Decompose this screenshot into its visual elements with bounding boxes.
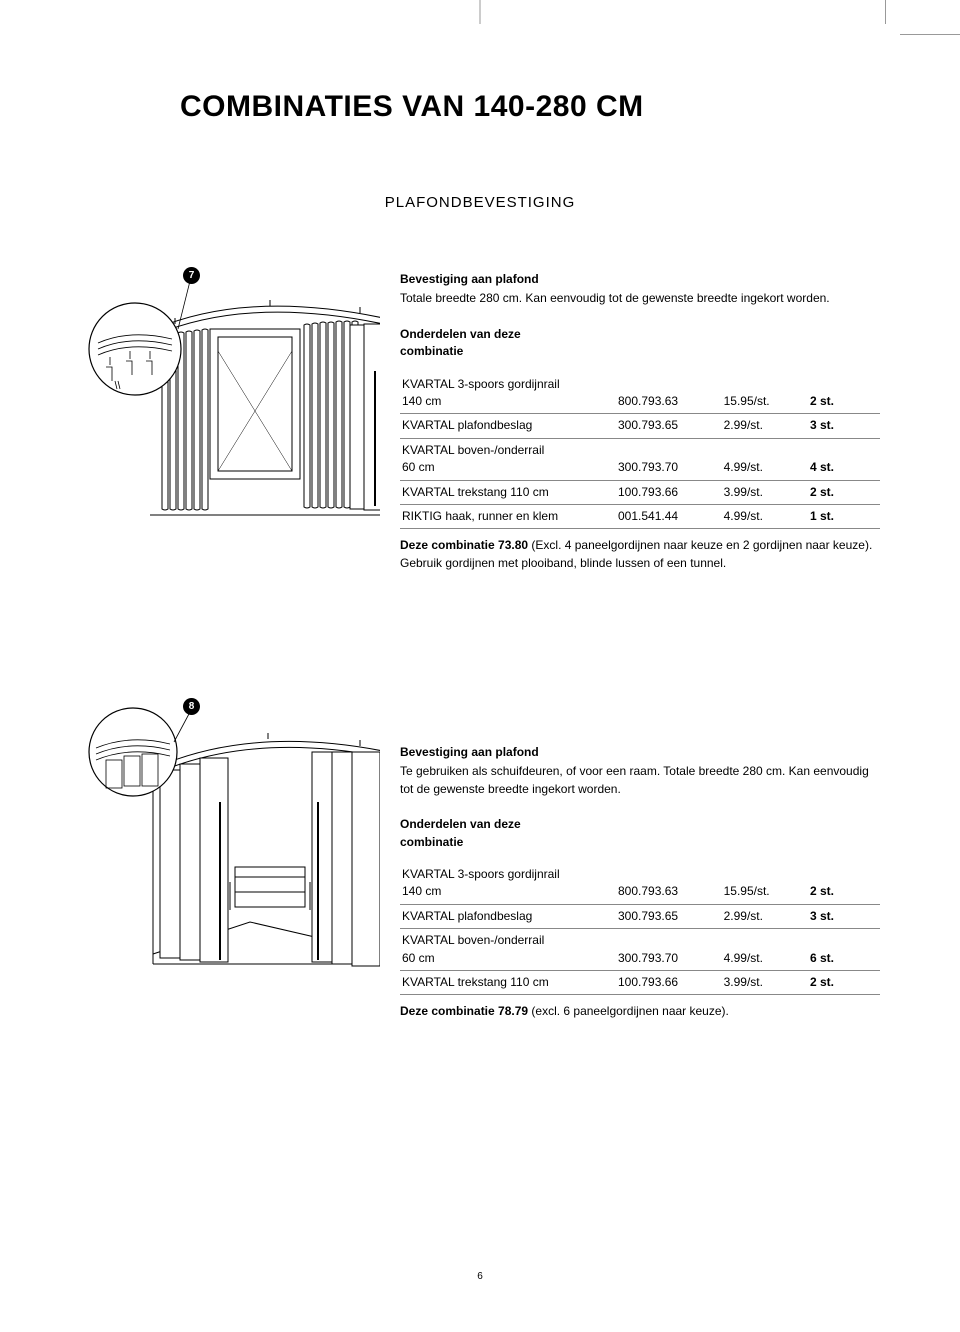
section-8-content: Bevestiging aan plafond Te gebruiken als… <box>400 702 880 1021</box>
section-8-desc-text: Te gebruiken als schuifdeuren, of voor e… <box>400 763 880 798</box>
table-row: KVARTAL trekstang 110 cm 100.793.66 3.99… <box>400 970 880 994</box>
section-7-summary: Deze combinatie 73.80 (Excl. 4 paneelgor… <box>400 537 880 572</box>
section-7-desc-text: Totale breedte 280 cm. Kan eenvoudig tot… <box>400 290 880 307</box>
section-8-image: 8 <box>80 702 380 982</box>
section-7-content: Bevestiging aan plafond Totale breedte 2… <box>400 271 880 572</box>
table-row: KVARTAL plafondbeslag 300.793.65 2.99/st… <box>400 904 880 928</box>
curtain-drawing-7 <box>80 271 380 551</box>
table-row: KVARTAL 3-spoors gordijnrail140 cm 800.7… <box>400 863 880 904</box>
section-7-desc-title: Bevestiging aan plafond <box>400 271 880 288</box>
section-8-parts-table: KVARTAL 3-spoors gordijnrail140 cm 800.7… <box>400 863 880 995</box>
badge-7: 7 <box>183 267 200 284</box>
crop-marks <box>0 0 960 40</box>
section-7-parts-table: KVARTAL 3-spoors gordijnrail140 cm 800.7… <box>400 373 880 530</box>
subtitle: PLAFONDBEVESTIGING <box>80 194 880 211</box>
section-8-summary: Deze combinatie 78.79 (excl. 6 paneelgor… <box>400 1003 880 1020</box>
badge-8: 8 <box>183 698 200 715</box>
section-8-parts-title: Onderdelen van deze combinatie <box>400 816 880 851</box>
page-number: 6 <box>477 1271 483 1282</box>
table-row: KVARTAL 3-spoors gordijnrail140 cm 800.7… <box>400 373 880 414</box>
table-row: KVARTAL boven-/onderrail60 cm 300.793.70… <box>400 929 880 971</box>
section-7-parts-title: Onderdelen van deze combinatie <box>400 326 880 361</box>
section-8: 8 <box>80 702 880 1021</box>
table-row: KVARTAL boven-/onderrail60 cm 300.793.70… <box>400 438 880 480</box>
page-container: COMBINATIES VAN 140-280 CM PLAFONDBEVEST… <box>0 0 960 1191</box>
curtain-drawing-8 <box>80 702 380 1002</box>
section-7: 7 <box>80 271 880 572</box>
section-7-image: 7 <box>80 271 380 551</box>
table-row: RIKTIG haak, runner en klem 001.541.44 4… <box>400 504 880 528</box>
page-title: COMBINATIES VAN 140-280 CM <box>180 90 880 124</box>
table-row: KVARTAL trekstang 110 cm 100.793.66 3.99… <box>400 480 880 504</box>
table-row: KVARTAL plafondbeslag 300.793.65 2.99/st… <box>400 414 880 438</box>
section-8-desc-title: Bevestiging aan plafond <box>400 744 880 761</box>
